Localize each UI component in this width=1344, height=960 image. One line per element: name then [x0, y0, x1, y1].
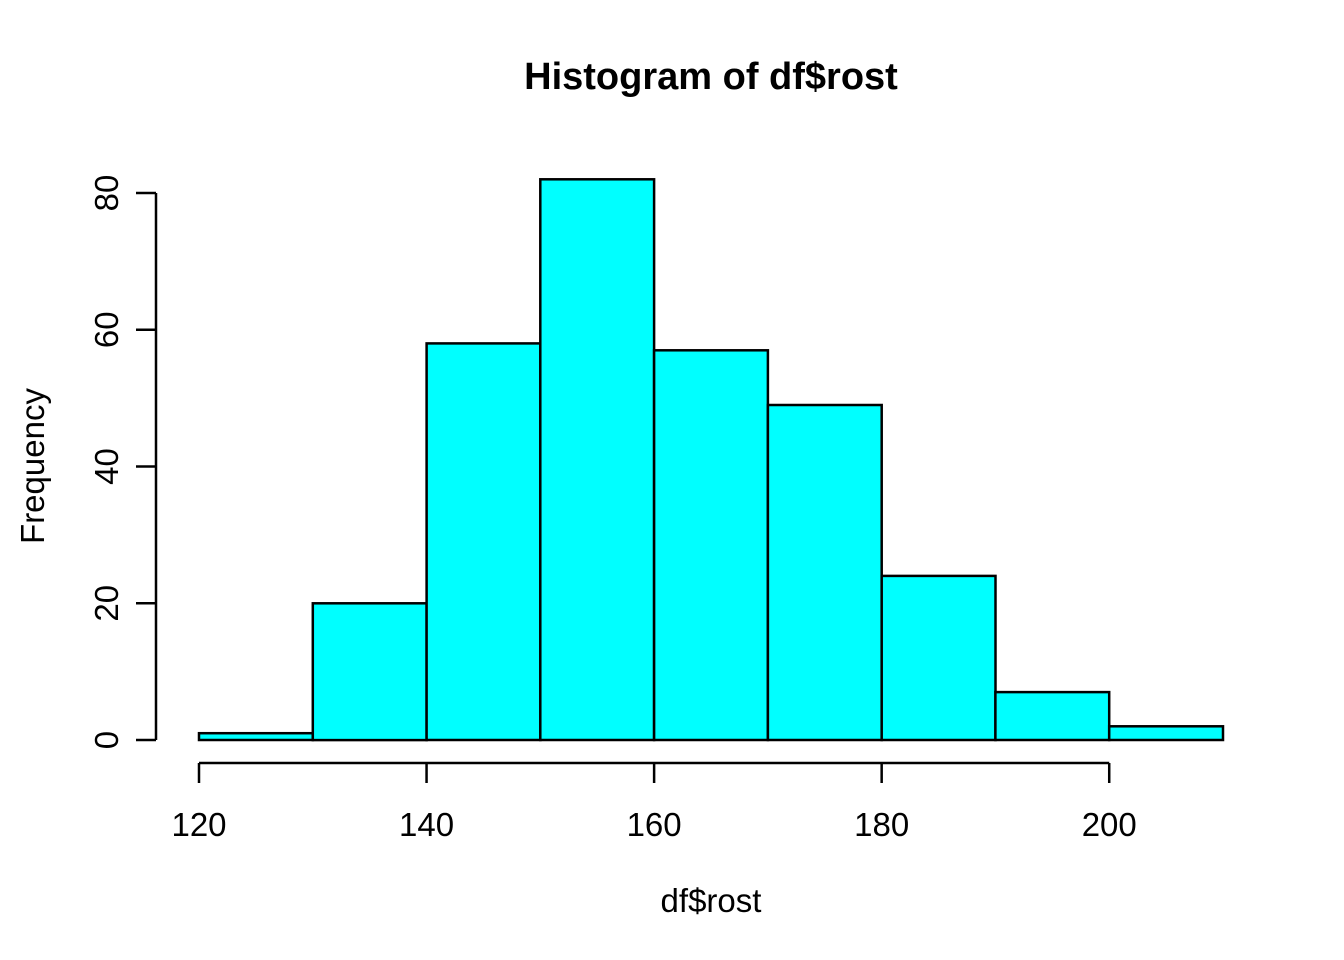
y-tick-label: 80 [88, 175, 125, 212]
histogram-bar [311, 602, 428, 742]
histogram-bar [994, 690, 1111, 742]
histogram-bar [766, 403, 883, 742]
histogram-bar [197, 731, 315, 742]
x-tick-label: 140 [399, 806, 454, 843]
x-tick-label: 200 [1082, 806, 1137, 843]
y-tick-label: 60 [88, 311, 125, 348]
histogram-bar [880, 574, 997, 742]
histogram-bar [539, 178, 656, 742]
histogram-bar [1107, 725, 1225, 742]
histogram-bar [652, 349, 770, 742]
y-tick-label: 20 [88, 585, 125, 622]
y-tick-label: 0 [88, 731, 125, 749]
y-axis-title: Frequency [14, 388, 51, 544]
x-tick-label: 180 [854, 806, 909, 843]
histogram-bar [425, 342, 542, 742]
x-axis-title: df$rost [660, 882, 762, 919]
x-tick-label: 160 [627, 806, 682, 843]
y-tick-label: 40 [88, 448, 125, 485]
chart-title: Histogram of df$rost [524, 56, 898, 98]
x-tick-label: 120 [171, 806, 226, 843]
